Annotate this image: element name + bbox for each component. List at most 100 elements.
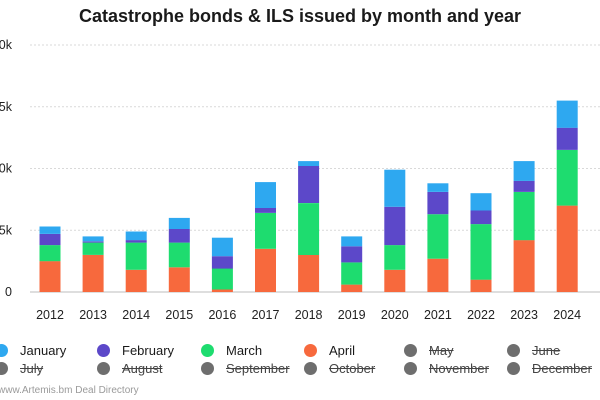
bar-segment-february-2016[interactable] (211, 256, 233, 269)
legend-item-august[interactable]: August (97, 358, 162, 378)
bar-segment-march-2021[interactable] (427, 214, 449, 259)
bar-segment-january-2023[interactable] (513, 161, 535, 181)
bar-segment-february-2012[interactable] (39, 234, 61, 246)
y-tick-label: 5k (0, 223, 13, 237)
x-tick-label: 2016 (208, 308, 236, 322)
bar-segment-april-2017[interactable] (255, 248, 276, 292)
x-tick-label: 2015 (165, 308, 193, 322)
legend-dot-icon (507, 343, 520, 357)
stacked-bar-chart: 0 5k 10k 15k 20k 2012 2013 2014 2015 2016 2017 2018… (0, 38, 600, 322)
legend-label: October (329, 360, 376, 376)
source-footer: www.Artemis.bm Deal Directory (0, 385, 139, 396)
bar-segment-march-2012[interactable] (39, 245, 61, 262)
legend-item-july[interactable]: July (0, 358, 43, 378)
legend-dot-icon (304, 361, 317, 375)
bar-segment-april-2016[interactable] (211, 289, 233, 293)
legend-label: September (226, 360, 290, 376)
bar-segment-february-2020[interactable] (384, 206, 406, 246)
bar-segment-january-2015[interactable] (168, 217, 190, 229)
bar-segment-january-2024[interactable] (556, 100, 578, 128)
legend-dot-icon (0, 343, 8, 357)
bar-segment-january-2016[interactable] (211, 237, 233, 257)
bar-segment-april-2021[interactable] (427, 258, 449, 292)
legend-item-january[interactable]: January (0, 340, 66, 360)
legend-label: July (20, 360, 44, 376)
legend-dot-icon (404, 361, 417, 375)
x-tick-label: 2012 (36, 308, 64, 322)
legend-label: February (122, 342, 175, 358)
bar-segment-february-2021[interactable] (427, 192, 449, 215)
bar-segment-march-2020[interactable] (384, 245, 406, 270)
bar-segment-march-2024[interactable] (556, 150, 578, 206)
x-tick-label: 2017 (252, 308, 280, 322)
legend-label: January (20, 342, 67, 358)
bar-segment-january-2022[interactable] (470, 193, 492, 211)
legend-dot-icon (0, 361, 8, 375)
legend-dot-icon (507, 361, 520, 375)
bar-segment-january-2020[interactable] (384, 169, 406, 207)
legend-dot-icon (97, 343, 110, 357)
bar-segment-april-2024[interactable] (556, 205, 578, 292)
bar-segment-february-2023[interactable] (513, 180, 535, 192)
x-tick-label: 2021 (424, 308, 452, 322)
bar-segment-march-2018[interactable] (298, 203, 320, 255)
bar-segment-march-2019[interactable] (341, 262, 363, 285)
bar-segment-february-2015[interactable] (168, 229, 190, 243)
x-tick-label: 2019 (338, 308, 366, 322)
bar-segment-january-2018[interactable] (298, 161, 320, 166)
bar-segment-january-2021[interactable] (427, 183, 449, 192)
legend-dot-icon (404, 343, 417, 357)
bar-segment-february-2018[interactable] (298, 166, 320, 203)
bar-segment-april-2020[interactable] (384, 269, 406, 292)
legend-dot-icon (201, 361, 214, 375)
bar-segment-april-2014[interactable] (125, 269, 147, 292)
bar-segment-april-2019[interactable] (341, 284, 363, 292)
bar-segment-april-2023[interactable] (513, 240, 535, 292)
chart-title: Catastrophe bonds & ILS issued by month … (78, 6, 522, 26)
legend-item-september[interactable]: September (201, 358, 290, 378)
bar-segment-february-2017[interactable] (255, 208, 276, 213)
legend-item-february[interactable]: February (97, 340, 174, 360)
x-tick-label: 2022 (467, 308, 495, 322)
bar-segment-march-2023[interactable] (513, 192, 535, 241)
bar-segment-january-2019[interactable] (341, 236, 363, 247)
legend-label: June (532, 342, 561, 358)
legend-item-may[interactable]: May (404, 340, 454, 360)
x-tick-label: 2018 (295, 308, 323, 322)
bar-segment-march-2013[interactable] (82, 242, 104, 255)
bar-segment-february-2024[interactable] (556, 127, 578, 150)
bar-segment-april-2012[interactable] (39, 261, 61, 292)
legend-item-march[interactable]: March (201, 340, 262, 360)
legend-label: August (122, 360, 163, 376)
bar-segment-march-2014[interactable] (125, 242, 147, 270)
bar-segment-march-2015[interactable] (168, 242, 190, 268)
legend-label: November (429, 360, 489, 376)
bar-segment-january-2017[interactable] (255, 182, 276, 208)
bar-segment-april-2013[interactable] (82, 254, 104, 292)
bar-segment-march-2022[interactable] (470, 224, 492, 280)
bar-segment-february-2019[interactable] (341, 246, 363, 263)
legend-dot-icon (304, 343, 317, 357)
legend-item-november[interactable]: November (404, 358, 489, 378)
legend-label: December (532, 360, 592, 376)
legend-item-june[interactable]: June (507, 340, 560, 360)
bar-segment-april-2015[interactable] (168, 267, 190, 292)
legend-item-december[interactable]: December (507, 358, 592, 378)
legend-item-april[interactable]: April (304, 340, 355, 360)
legend-label: May (429, 342, 454, 358)
bar-segment-february-2014[interactable] (125, 240, 147, 243)
bar-segment-april-2018[interactable] (298, 254, 320, 292)
x-tick-label: 2023 (510, 308, 538, 322)
bar-segment-january-2012[interactable] (39, 226, 61, 234)
bar-segment-february-2022[interactable] (470, 210, 492, 225)
legend-item-october[interactable]: October (304, 358, 375, 378)
bar-segment-january-2013[interactable] (82, 236, 104, 242)
bar-segment-january-2014[interactable] (125, 231, 147, 241)
y-tick-label: 0 (5, 285, 12, 299)
x-tick-label: 2013 (79, 308, 107, 322)
bar-segment-april-2022[interactable] (470, 279, 492, 292)
bar-segment-march-2017[interactable] (255, 213, 276, 249)
legend-dot-icon (201, 343, 214, 357)
bar-segment-march-2016[interactable] (211, 268, 233, 290)
bar-segment-february-2013[interactable] (82, 241, 104, 243)
